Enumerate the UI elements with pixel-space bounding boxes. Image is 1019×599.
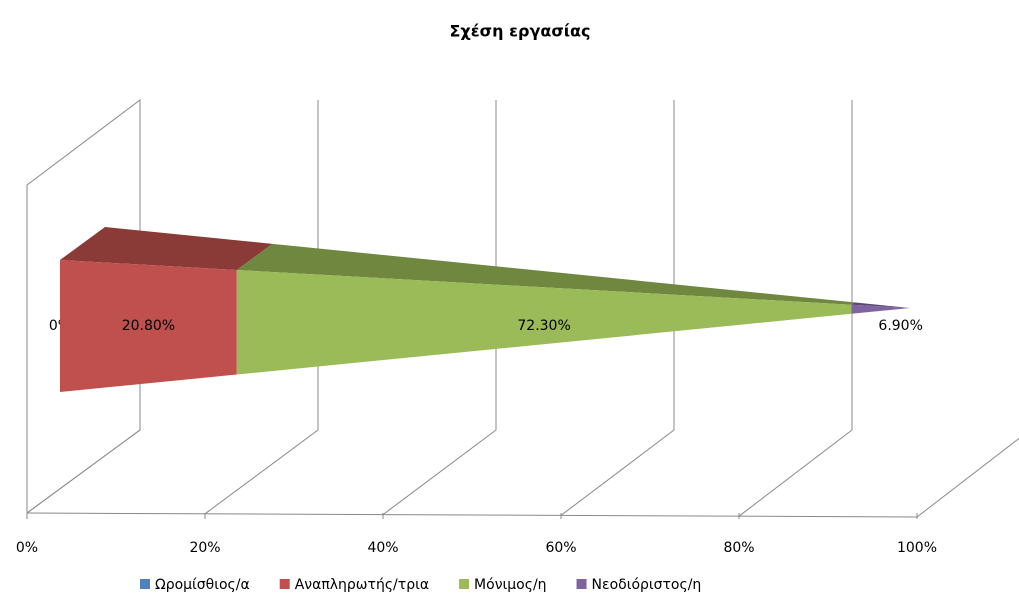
x-tick-label: 60% xyxy=(545,540,576,556)
legend-swatch xyxy=(576,579,587,589)
bar-segment xyxy=(851,302,910,314)
bar-segment xyxy=(236,243,855,375)
floor-edge xyxy=(26,512,918,518)
grid-line xyxy=(916,437,1019,518)
legend-label: Ωρομίσθιος/α xyxy=(155,577,250,593)
grid-line xyxy=(382,429,497,516)
x-tick-label: 20% xyxy=(189,540,220,556)
legend-label: Αναπληρωτής/τρια xyxy=(295,577,429,593)
legend-swatch xyxy=(140,579,150,589)
x-tick-label: 100% xyxy=(897,540,937,556)
x-tick-label: 80% xyxy=(723,540,754,556)
x-tick-label: 0% xyxy=(16,540,38,556)
grid-line xyxy=(26,429,141,514)
bar-segment xyxy=(60,227,273,392)
legend-label: Μόνιμος/η xyxy=(474,577,546,593)
grid-line xyxy=(204,429,319,515)
data-label: 72.30% xyxy=(517,318,570,334)
grid-line xyxy=(560,429,675,516)
chart-title: Σχέση εργασίας xyxy=(450,22,591,41)
legend-swatch xyxy=(459,579,470,589)
grid-line xyxy=(738,429,853,517)
data-label: 20.80% xyxy=(122,318,175,334)
legend-swatch xyxy=(279,579,290,589)
x-tick-label: 40% xyxy=(367,540,398,556)
legend-label: Νεοδιόριστος/η xyxy=(592,577,702,593)
data-label: 6.90% xyxy=(878,318,922,334)
